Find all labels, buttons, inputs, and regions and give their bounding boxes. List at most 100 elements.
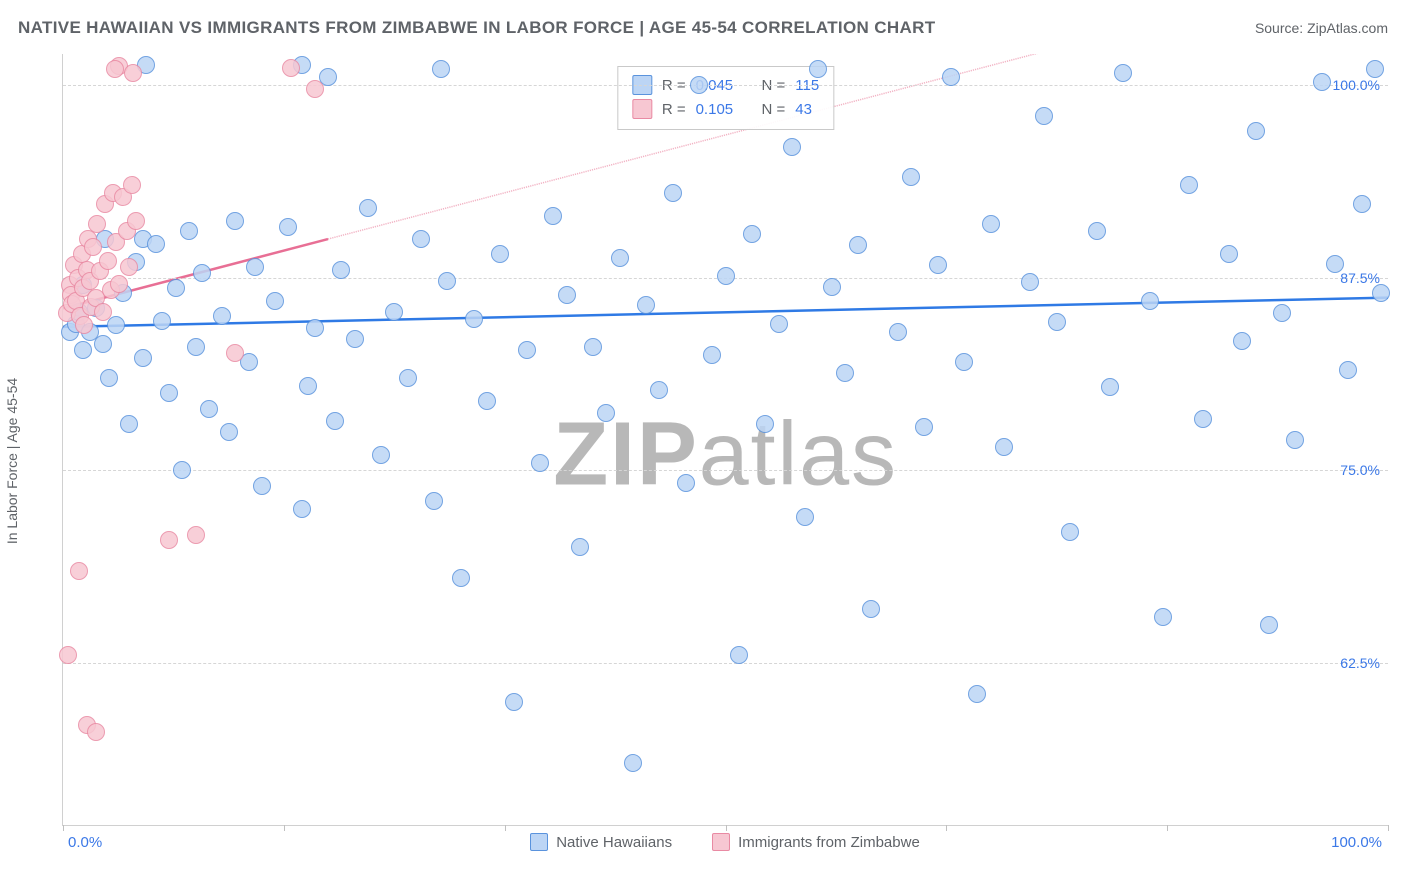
- data-point-nh: [412, 230, 430, 248]
- data-point-nh: [1260, 616, 1278, 634]
- data-point-nh: [1035, 107, 1053, 125]
- data-point-nh: [1141, 292, 1159, 310]
- data-point-nh: [299, 377, 317, 395]
- data-point-nh: [226, 212, 244, 230]
- data-point-nh: [1326, 255, 1344, 273]
- data-point-nh: [399, 369, 417, 387]
- data-point-nh: [995, 438, 1013, 456]
- data-point-nh: [955, 353, 973, 371]
- chart-header: NATIVE HAWAIIAN VS IMMIGRANTS FROM ZIMBA…: [18, 18, 1388, 38]
- data-point-nh: [200, 400, 218, 418]
- x-max-label: 100.0%: [1331, 834, 1382, 851]
- data-point-nh: [584, 338, 602, 356]
- data-point-nh: [942, 68, 960, 86]
- data-point-nh: [1353, 195, 1371, 213]
- data-point-nh: [1114, 64, 1132, 82]
- data-point-nh: [107, 316, 125, 334]
- data-point-nh: [1313, 73, 1331, 91]
- data-point-nh: [717, 267, 735, 285]
- data-point-nh: [783, 138, 801, 156]
- data-point-nh: [1061, 523, 1079, 541]
- x-tick: [1388, 825, 1389, 831]
- r-label-2: R =: [662, 101, 686, 118]
- data-point-nh: [597, 404, 615, 422]
- data-point-nh: [531, 454, 549, 472]
- data-point-nh: [1366, 60, 1384, 78]
- data-point-zw: [282, 59, 300, 77]
- data-point-nh: [220, 423, 238, 441]
- data-point-nh: [1194, 410, 1212, 428]
- data-point-nh: [862, 600, 880, 618]
- data-point-zw: [94, 303, 112, 321]
- data-point-nh: [465, 310, 483, 328]
- data-point-zw: [70, 562, 88, 580]
- legend-label-zw: Immigrants from Zimbabwe: [738, 834, 920, 851]
- watermark-zip: ZIP: [553, 404, 698, 504]
- data-point-nh: [94, 335, 112, 353]
- data-point-nh: [650, 381, 668, 399]
- data-point-zw: [306, 80, 324, 98]
- data-point-nh: [1372, 284, 1390, 302]
- data-point-nh: [1048, 313, 1066, 331]
- data-point-zw: [124, 64, 142, 82]
- data-point-nh: [1220, 245, 1238, 263]
- data-point-nh: [703, 346, 721, 364]
- x-min-label: 0.0%: [68, 834, 102, 851]
- data-point-nh: [332, 261, 350, 279]
- legend-item-zw: Immigrants from Zimbabwe: [712, 833, 920, 851]
- data-point-nh: [253, 477, 271, 495]
- data-point-nh: [809, 60, 827, 78]
- data-point-zw: [75, 316, 93, 334]
- y-tick-label: 75.0%: [1340, 462, 1380, 478]
- data-point-zw: [88, 215, 106, 233]
- data-point-nh: [902, 168, 920, 186]
- data-point-nh: [147, 235, 165, 253]
- data-point-nh: [193, 264, 211, 282]
- data-point-nh: [1233, 332, 1251, 350]
- data-point-zw: [87, 723, 105, 741]
- chart-title: NATIVE HAWAIIAN VS IMMIGRANTS FROM ZIMBA…: [18, 18, 935, 38]
- data-point-nh: [385, 303, 403, 321]
- data-point-nh: [571, 538, 589, 556]
- data-point-nh: [730, 646, 748, 664]
- data-point-nh: [100, 369, 118, 387]
- data-point-nh: [372, 446, 390, 464]
- data-point-nh: [326, 412, 344, 430]
- data-point-nh: [306, 319, 324, 337]
- data-point-nh: [425, 492, 443, 510]
- data-point-zw: [160, 531, 178, 549]
- data-point-nh: [889, 323, 907, 341]
- data-point-nh: [1088, 222, 1106, 240]
- data-point-nh: [770, 315, 788, 333]
- data-point-zw: [120, 258, 138, 276]
- data-point-nh: [180, 222, 198, 240]
- data-point-nh: [743, 225, 761, 243]
- data-point-zw: [127, 212, 145, 230]
- data-point-zw: [187, 526, 205, 544]
- data-point-nh: [359, 199, 377, 217]
- data-point-nh: [266, 292, 284, 310]
- data-point-nh: [452, 569, 470, 587]
- n-label-2: N =: [761, 101, 785, 118]
- data-point-nh: [478, 392, 496, 410]
- data-point-zw: [106, 60, 124, 78]
- y-tick-label: 62.5%: [1340, 655, 1380, 671]
- data-point-nh: [756, 415, 774, 433]
- data-point-nh: [637, 296, 655, 314]
- data-point-nh: [438, 272, 456, 290]
- x-axis-row: 0.0% Native Hawaiians Immigrants from Zi…: [62, 828, 1388, 856]
- data-point-nh: [624, 754, 642, 772]
- data-point-nh: [1273, 304, 1291, 322]
- data-point-nh: [690, 76, 708, 94]
- data-point-zw: [99, 252, 117, 270]
- data-point-zw: [110, 275, 128, 293]
- watermark-atlas: atlas: [699, 404, 898, 504]
- data-point-nh: [929, 256, 947, 274]
- data-point-nh: [518, 341, 536, 359]
- data-point-nh: [1286, 431, 1304, 449]
- data-point-nh: [187, 338, 205, 356]
- swatch-zw: [632, 99, 652, 119]
- data-point-nh: [167, 279, 185, 297]
- data-point-nh: [664, 184, 682, 202]
- data-point-nh: [213, 307, 231, 325]
